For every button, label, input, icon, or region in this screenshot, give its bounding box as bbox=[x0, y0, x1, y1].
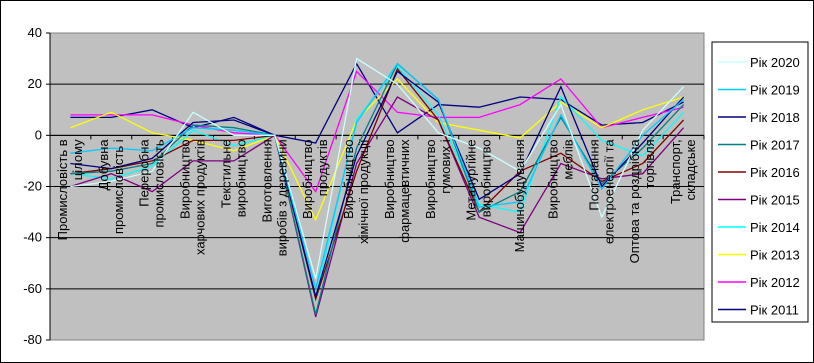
x-category-label-line: Транспорт, bbox=[668, 139, 683, 204]
series-line bbox=[70, 57, 685, 279]
legend-label: Рік 2013 bbox=[750, 248, 800, 263]
series-line bbox=[70, 62, 685, 315]
y-tick-label: 40 bbox=[28, 25, 42, 40]
x-category-label-line: Добувна bbox=[96, 139, 111, 191]
x-category-label-line: промисловість і bbox=[111, 139, 126, 234]
y-tick-label: 0 bbox=[35, 127, 42, 142]
x-category-label-line: Машинобудування bbox=[512, 139, 527, 252]
legend-label: Рік 2011 bbox=[750, 303, 799, 318]
x-category-label-line: виробів з деревини bbox=[274, 139, 289, 256]
legend-label: Рік 2015 bbox=[750, 193, 800, 208]
x-category-label-line: Виробництво bbox=[382, 139, 397, 219]
x-category-label-line: Промисловість в bbox=[55, 139, 70, 240]
y-tick-label: -60 bbox=[23, 281, 42, 296]
x-category-label-line: електроенергії та bbox=[601, 139, 616, 244]
x-category-label: Оптова та роздрібнаторгівля bbox=[627, 139, 657, 264]
x-category-label: Текстильневиробництво bbox=[218, 139, 248, 217]
x-category-label-line: цілому bbox=[70, 139, 85, 180]
x-category-label: Виробництвохарчових продуктів bbox=[178, 139, 208, 255]
x-category-label: Промисловість вцілому bbox=[55, 139, 85, 241]
x-category-label: Добувнапромисловість і bbox=[96, 139, 126, 234]
x-category-label: Виробництвохімічної продукції bbox=[341, 139, 371, 244]
legend-box bbox=[711, 41, 809, 323]
legend-label: Рік 2019 bbox=[750, 83, 800, 98]
series-line bbox=[70, 70, 684, 193]
x-category-label: Металургійневиробництво bbox=[464, 139, 494, 220]
x-category-label: Транспорт,складське bbox=[668, 139, 698, 204]
legend-label: Рік 2017 bbox=[750, 138, 800, 153]
x-category-label-line: Оптова та роздрібна bbox=[627, 139, 642, 264]
x-category-label-line: виробництво bbox=[233, 139, 248, 217]
x-category-label: Машинобудування bbox=[512, 139, 527, 252]
x-category-label-line: Текстильне bbox=[218, 139, 233, 208]
legend-label: Рік 2014 bbox=[750, 220, 800, 235]
x-category-label-line: меблів bbox=[560, 139, 575, 179]
x-category-label-line: Переробна bbox=[137, 139, 152, 207]
legend-label: Рік 2020 bbox=[750, 55, 800, 70]
x-category-label-line: виробництво bbox=[479, 139, 494, 217]
series-line bbox=[70, 70, 685, 299]
x-category-label-line: Металургійне bbox=[464, 139, 479, 220]
x-category-label-line: Виробництво bbox=[341, 139, 356, 219]
x-category-label-line: Постачання bbox=[586, 139, 601, 210]
x-category-label-line: Виробництво bbox=[300, 139, 315, 219]
x-category-label: Постачанняелектроенергії та bbox=[586, 139, 616, 244]
series-line bbox=[70, 96, 685, 318]
x-category-label-line: фармацевтичних bbox=[397, 139, 412, 243]
series-line bbox=[70, 62, 684, 144]
x-category-label-line: складське bbox=[683, 139, 698, 200]
series-line bbox=[70, 67, 685, 302]
x-category-label-line: промисловість bbox=[152, 139, 167, 227]
y-tick-label: -20 bbox=[23, 179, 42, 194]
series-line bbox=[70, 62, 685, 289]
legend-label: Рік 2012 bbox=[750, 275, 800, 290]
x-category-label-line: продуктів bbox=[315, 139, 330, 196]
x-category-label: Виробництвофармацевтичних bbox=[382, 139, 412, 243]
x-category-label-line: харчових продуктів bbox=[193, 139, 208, 255]
legend-label: Рік 2016 bbox=[750, 165, 800, 180]
legend-label: Рік 2018 bbox=[750, 110, 800, 125]
x-category-label-line: гумових і bbox=[438, 139, 453, 194]
series-line bbox=[70, 78, 684, 222]
y-tick-label: 20 bbox=[28, 76, 42, 91]
legend: Рік 2020 Рік 2019 Рік 2018 Рік 2017 Рік 2016… bbox=[711, 41, 809, 323]
y-tick-label: -80 bbox=[23, 332, 42, 347]
x-category-label-line: Виробництво bbox=[178, 139, 193, 219]
x-category-label: Виробництвомеблів bbox=[545, 139, 575, 219]
x-category-label: Виготовленнявиробів з деревини bbox=[259, 139, 289, 256]
x-category-label-line: Виробництво bbox=[423, 139, 438, 219]
x-category-label-line: торгівля bbox=[642, 139, 657, 188]
x-category-label-line: Виготовлення bbox=[259, 139, 274, 222]
x-category-label-line: хімічної продукції bbox=[356, 139, 371, 244]
x-category-label: Виробництвопродуктів bbox=[300, 139, 330, 219]
x-category-label: Виробництвогумових і bbox=[423, 139, 453, 219]
y-tick-label: -40 bbox=[23, 230, 42, 245]
x-category-label-line: Виробництво bbox=[545, 139, 560, 219]
x-category-label: Переробнапромисловість bbox=[137, 139, 167, 228]
